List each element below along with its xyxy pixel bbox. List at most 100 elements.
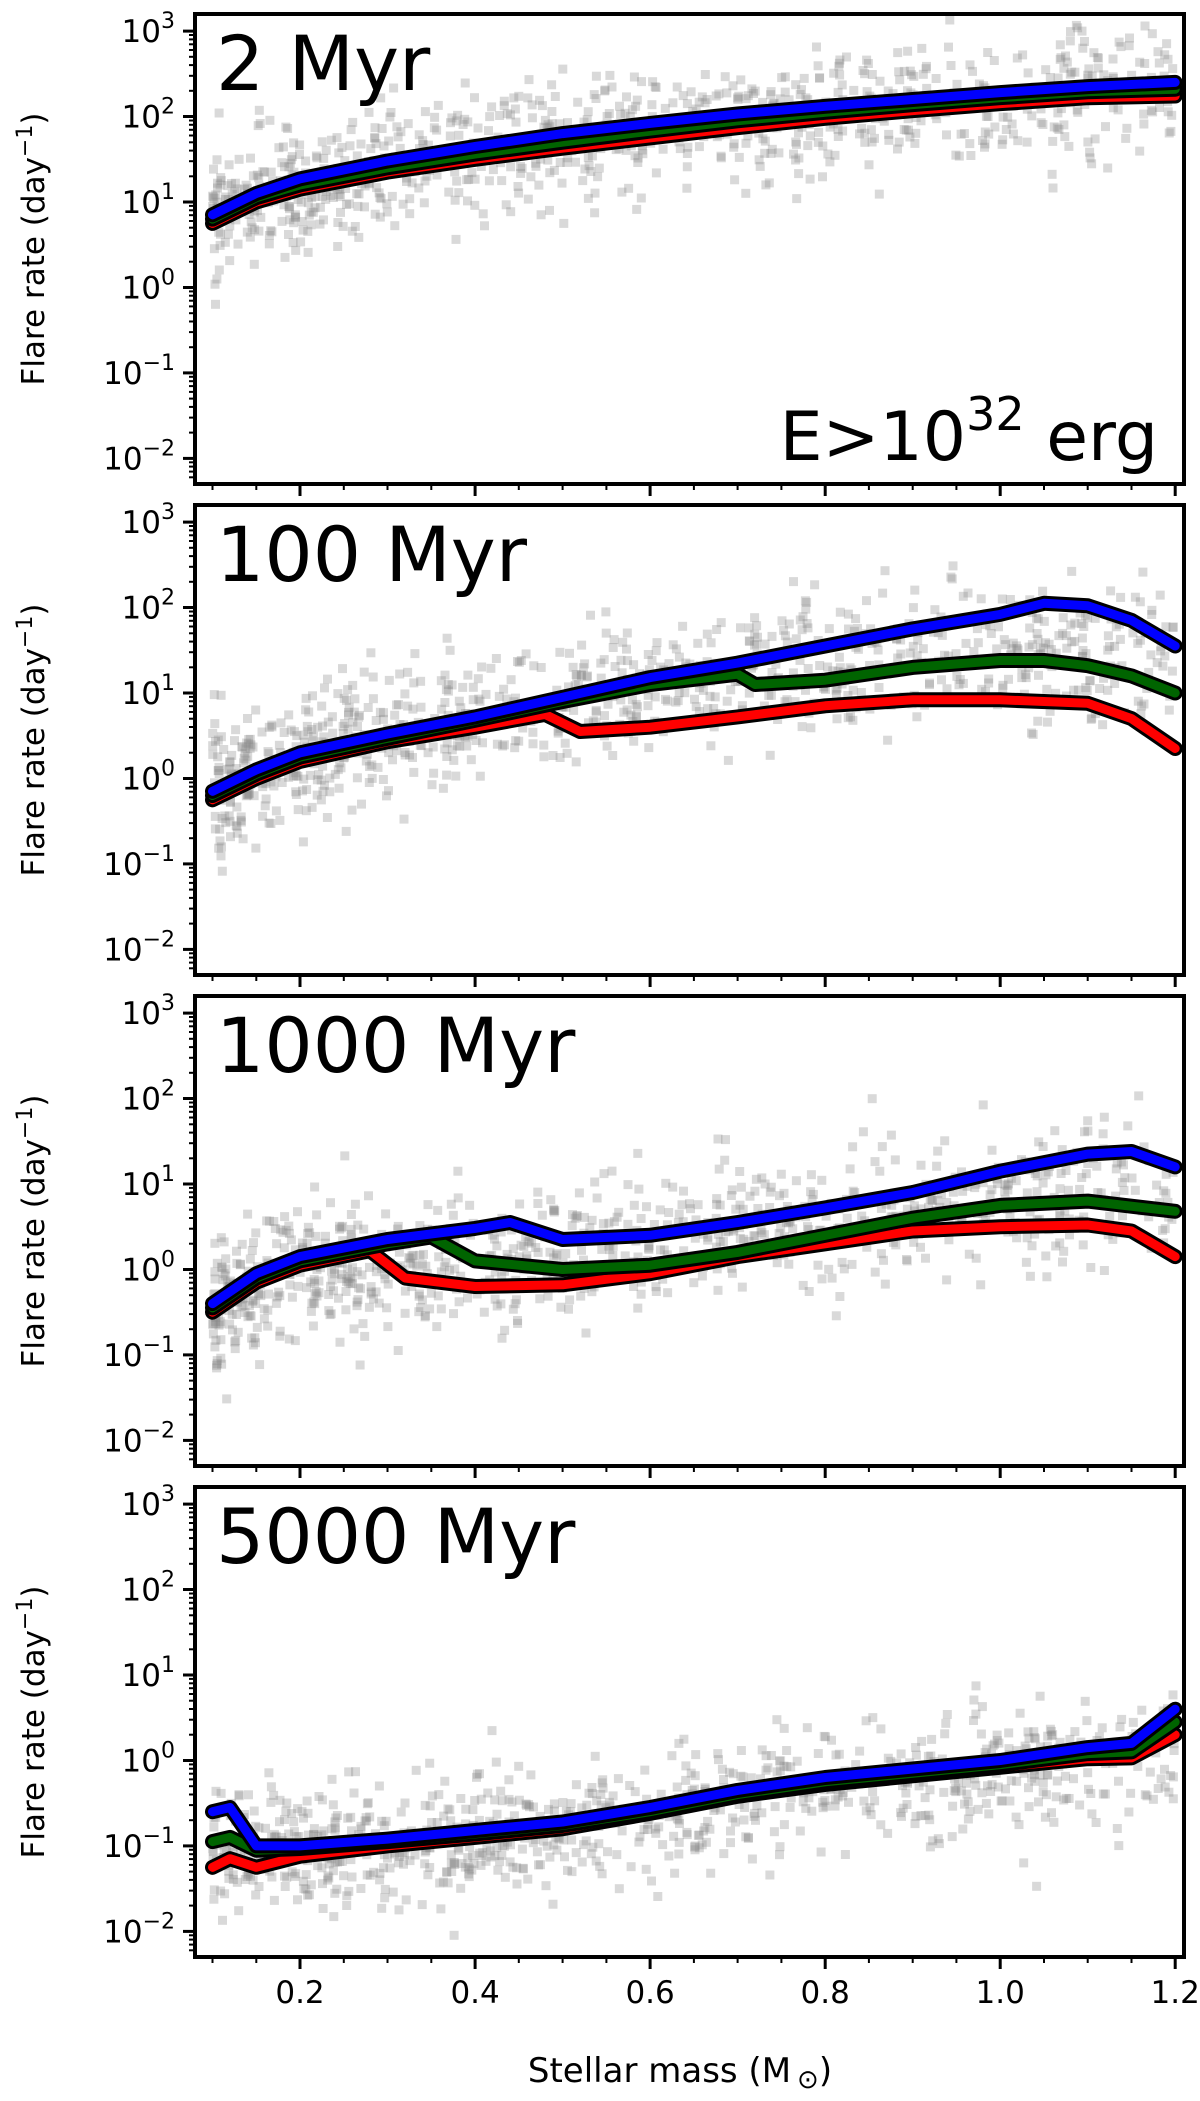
scatter-point [1080, 610, 1090, 620]
y-tick-label: 10−1 [103, 351, 175, 392]
scatter-point [275, 1291, 285, 1301]
scatter-point [516, 656, 526, 665]
scatter-point [524, 75, 534, 85]
scatter-point [313, 1831, 323, 1841]
scatter-point [429, 123, 439, 133]
scatter-point [402, 177, 411, 186]
scatter-point [454, 188, 464, 198]
scatter-point [312, 775, 322, 785]
scatter-point [772, 1767, 782, 1777]
scatter-point [458, 120, 468, 129]
scatter-point [601, 628, 611, 638]
scatter-point [442, 738, 452, 748]
scatter-point [677, 1200, 687, 1210]
scatter-point [886, 1130, 896, 1140]
scatter-point [960, 1799, 969, 1809]
scatter-point [394, 700, 403, 710]
scatter-point [527, 1238, 537, 1248]
scatter-point [865, 1803, 875, 1813]
scatter-point [1134, 1091, 1144, 1101]
scatter-point [717, 1764, 727, 1774]
scatter-point [1105, 1211, 1115, 1221]
scatter-point [245, 734, 255, 744]
scatter-point [248, 1340, 258, 1350]
scatter-point [309, 1829, 318, 1839]
scatter-point [1148, 107, 1158, 117]
scatter-point [1147, 29, 1157, 39]
scatter-point [463, 117, 473, 127]
scatter-point [549, 1806, 559, 1816]
scatter-point [705, 1824, 715, 1834]
x-tick-label: 0.8 [801, 1975, 850, 2011]
scatter-point [876, 1724, 886, 1734]
scatter-point [376, 93, 386, 103]
scatter-point [789, 577, 798, 587]
scatter-point [818, 141, 828, 151]
scatter-point [605, 70, 615, 80]
scatter-point [208, 741, 218, 751]
scatter-point [450, 1264, 460, 1274]
scatter-point [315, 219, 325, 229]
scatter-point [247, 1246, 257, 1255]
scatter-point [216, 690, 226, 700]
scatter-point [337, 1270, 347, 1280]
scatter-point [277, 216, 287, 226]
scatter-point [423, 748, 433, 758]
scatter-point [722, 88, 732, 98]
scatter-point [589, 90, 599, 100]
scatter-point [338, 1221, 348, 1231]
scatter-point [346, 1229, 356, 1239]
scatter-point [1155, 590, 1165, 600]
scatter-point [679, 1734, 689, 1744]
y-axis-label-exp: −1 [13, 1598, 38, 1630]
scatter-point [627, 695, 637, 705]
scatter-point [604, 1797, 614, 1807]
scatter-point [280, 1882, 290, 1891]
scatter-point [539, 1836, 549, 1846]
scatter-point [292, 771, 302, 781]
scatter-point [1084, 64, 1094, 74]
scatter-point [932, 114, 942, 124]
scatter-point [592, 1193, 602, 1203]
scatter-point [720, 1155, 730, 1165]
scatter-point [843, 713, 853, 723]
scatter-point [343, 1813, 353, 1823]
scatter-point [307, 192, 317, 202]
scatter-point [369, 1294, 378, 1304]
scatter-point [418, 136, 428, 146]
scatter-point [927, 1734, 937, 1744]
scatter-point [1055, 1184, 1065, 1194]
scatter-point [327, 1275, 337, 1285]
scatter-point [309, 1275, 319, 1284]
scatter-point [328, 728, 338, 738]
scatter-point [325, 1310, 335, 1320]
scatter-point [1103, 645, 1113, 655]
scatter-point [1046, 645, 1056, 654]
scatter-point [500, 1325, 510, 1335]
scatter-point [251, 1228, 261, 1238]
scatter-point [313, 1861, 323, 1871]
scatter-point [1168, 1772, 1178, 1782]
scatter-point [1168, 623, 1178, 632]
scatter-point [970, 1774, 980, 1784]
scatter-point [211, 299, 220, 309]
scatter-point [1130, 592, 1140, 602]
x-ticks [211, 975, 1177, 987]
scatter-point [226, 798, 235, 807]
scatter-point [510, 104, 520, 114]
scatter-point [246, 153, 255, 163]
scatter-point [266, 167, 276, 177]
scatter-point [246, 1311, 256, 1321]
scatter-point [527, 113, 537, 123]
scatter-point [866, 1810, 876, 1820]
scatter-point [324, 1290, 334, 1299]
scatter-point [319, 153, 329, 163]
scatter-point [214, 1320, 224, 1330]
scatter-point [516, 1240, 526, 1250]
scatter-point [306, 1306, 316, 1316]
scatter-point [953, 1777, 963, 1787]
scatter-point [460, 114, 470, 124]
scatter-point [1024, 642, 1034, 652]
y-tick-label: 103 [122, 991, 175, 1032]
scatter-point [573, 680, 583, 689]
